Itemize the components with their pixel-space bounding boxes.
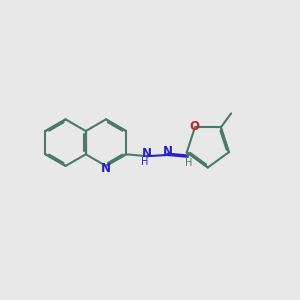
Text: H: H bbox=[141, 157, 148, 167]
Text: N: N bbox=[163, 145, 173, 158]
Text: H: H bbox=[185, 158, 192, 168]
Text: N: N bbox=[101, 162, 111, 175]
Text: O: O bbox=[190, 120, 200, 134]
Text: N: N bbox=[142, 147, 152, 160]
